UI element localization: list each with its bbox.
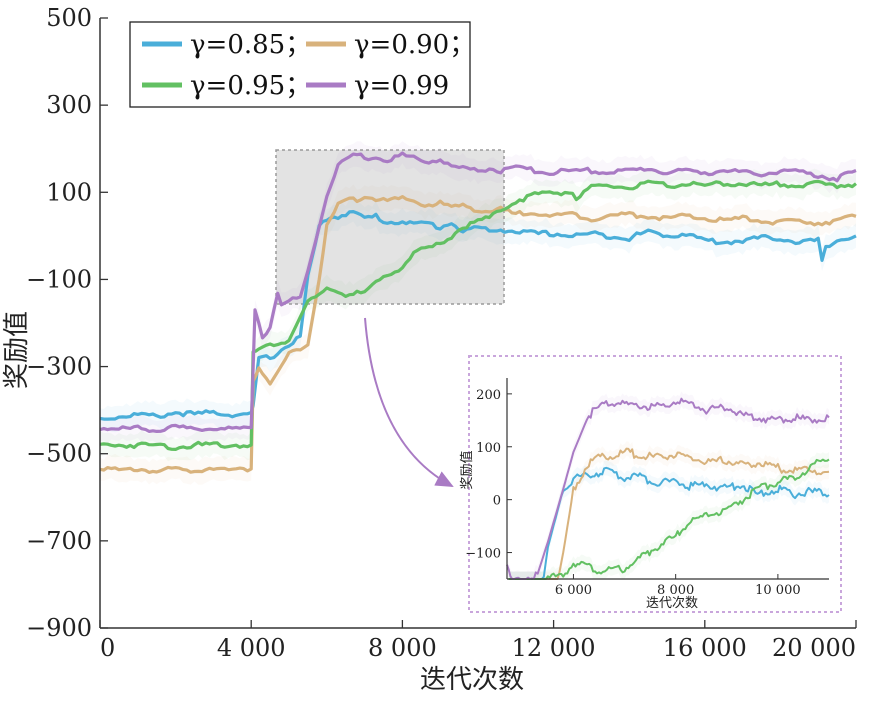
- y-tick-label: 500: [46, 4, 92, 32]
- inset-series-line-γ=0.99: [506, 397, 830, 580]
- x-tick-label: 4 000: [217, 634, 286, 662]
- legend-label-0.90: γ=0.90；: [354, 30, 475, 60]
- inset-y-tick-label: −100: [465, 547, 501, 562]
- y-tick-label: −300: [26, 353, 92, 381]
- inset-series-line-γ=0.90: [508, 447, 830, 580]
- y-tick-label: 300: [46, 91, 92, 119]
- inset-band-γ=0.99: [507, 391, 829, 579]
- inset-chart: 200 100 0 −100 6 000 8 000 10 000 迭代次数 奖励值: [459, 355, 842, 613]
- zoom-region-box: [275, 149, 505, 305]
- x-tick-label: 20 000: [772, 634, 856, 662]
- y-tick-label: 100: [46, 178, 92, 206]
- legend-label-0.95: γ=0.95；: [190, 71, 311, 101]
- band-γ=0.90: [100, 184, 856, 485]
- legend-label-0.85: γ=0.85；: [190, 30, 311, 60]
- inset-x-ticks: 6 000 8 000 10 000: [555, 574, 801, 598]
- inset-y-tick-label: 0: [493, 494, 501, 509]
- legend-box: [129, 21, 471, 108]
- inset-x-tick-label: 8 000: [657, 583, 694, 598]
- inset-series-line-γ=0.95: [508, 458, 830, 580]
- inset-y-tick-label: 100: [476, 441, 501, 456]
- inset-y-ticks: 200 100 0 −100: [465, 388, 512, 562]
- legend: γ=0.85； γ=0.90； γ=0.95； γ=0.99: [129, 21, 475, 108]
- legend-label-0.99: γ=0.99: [354, 71, 449, 101]
- series-line-γ=0.90: [99, 195, 857, 474]
- inset-y-axis-label: 奖励值: [459, 450, 475, 489]
- inset-series-lines: [506, 397, 830, 580]
- y-tick-label: −100: [26, 265, 92, 293]
- x-ticks: 0 4 000 8 000 12 000 16 000 20 000: [99, 620, 857, 662]
- x-tick-label: 0: [100, 634, 115, 662]
- series-line-γ=0.99: [99, 151, 857, 433]
- zoom-arrow: [364, 317, 454, 487]
- y-ticks: 500 300 100 −100 −300 −500 −700 −900: [26, 4, 108, 642]
- y-tick-label: −700: [26, 527, 92, 555]
- x-tick-label: 12 000: [512, 634, 596, 662]
- x-tick-label: 8 000: [368, 634, 437, 662]
- y-tick-label: −500: [26, 440, 92, 468]
- inset-x-axis-label: 迭代次数: [646, 595, 698, 611]
- y-axis-label: 奖励值: [2, 311, 32, 389]
- x-axis-label: 迭代次数: [420, 665, 524, 695]
- band-γ=0.85: [100, 198, 856, 433]
- series-lines: [99, 151, 857, 474]
- inset-x-tick-label: 10 000: [755, 583, 801, 598]
- inset-y-tick-label: 200: [476, 388, 501, 403]
- y-tick-label: −900: [26, 614, 92, 642]
- series-line-γ=0.85: [99, 210, 857, 421]
- x-tick-label: 16 000: [663, 634, 747, 662]
- inset-x-tick-label: 6 000: [555, 583, 592, 598]
- series-line-γ=0.95: [99, 179, 857, 451]
